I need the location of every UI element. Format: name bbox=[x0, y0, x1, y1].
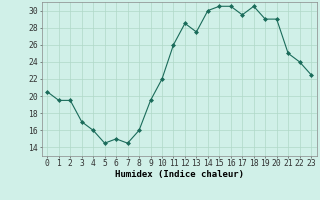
X-axis label: Humidex (Indice chaleur): Humidex (Indice chaleur) bbox=[115, 170, 244, 179]
